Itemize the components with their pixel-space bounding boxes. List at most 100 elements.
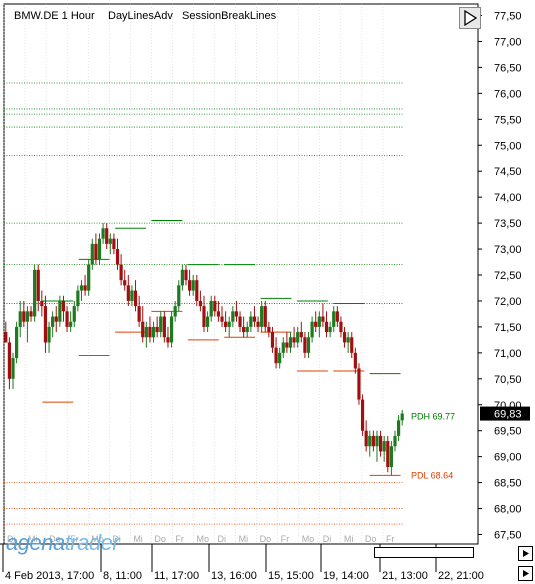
candle-body [281,342,285,353]
candle [133,280,138,312]
candle [252,306,257,327]
candle [54,306,58,333]
candle [18,300,22,338]
candle [173,300,177,322]
price-tick-label: 69,50 [494,426,522,438]
date-label: 19, 14:00 [323,570,369,582]
candle-body [263,306,267,327]
candle-body [33,269,37,317]
candle [119,254,123,286]
candle-body [382,441,386,452]
candle-body [119,264,123,281]
candle-body [267,326,271,333]
candle [389,441,393,476]
collapse-panel-button[interactable] [459,7,481,29]
horizontal-scrollbar[interactable] [374,547,474,558]
candle-body [187,280,192,291]
candle [364,420,368,452]
candle [61,295,66,322]
candle [169,311,174,348]
candle-body [303,337,307,353]
indicator-sessionbreak-label: SessionBreakLines [182,10,277,22]
candle [65,306,69,333]
candle [306,332,311,359]
candle [357,363,361,405]
candle-body [72,306,76,322]
day-label: Mo [91,534,104,544]
candle-body [94,243,98,260]
candle [296,326,300,348]
play-triangle-icon [464,9,478,27]
plot-frame [3,3,479,545]
chart-title: BMW.DE 1 Hour [14,10,95,22]
candle [249,311,253,333]
candle [238,311,242,333]
candle [317,311,321,338]
candle [288,332,293,353]
candle-body [213,300,217,312]
price-tick-label: 68,00 [494,504,522,516]
candle-body [285,342,289,348]
candle [187,269,192,296]
candle-body [234,311,239,317]
candle-body [245,326,249,333]
candle-body [299,332,303,338]
candle-body [173,306,177,317]
candle [148,316,152,343]
candle-body [108,238,112,244]
day-label: Mi [239,534,249,544]
candle [382,435,386,462]
scroll-right-button[interactable] [518,546,533,561]
pdl-label: PDL 68.64 [411,470,453,480]
candle-body [166,337,170,343]
candle [195,275,199,307]
candle-body [227,321,231,327]
price-tick-label: 72,50 [494,270,522,282]
candle [112,233,116,255]
candle [25,306,30,343]
candle-body [389,446,393,468]
day-label: Mi [133,534,143,544]
current-price-box [480,406,530,421]
date-label: 4 Feb 2013, 17:00 [5,570,94,582]
candle-body [90,243,94,265]
candle [115,238,120,270]
candle [227,316,231,338]
candle [51,311,55,338]
candle-body [375,435,379,447]
candle-body [378,435,383,452]
candle [94,233,98,265]
candle [263,300,267,333]
candle [151,321,156,343]
scroll-right-button-2[interactable] [518,566,533,581]
candle-body [396,420,401,436]
candle-body [202,306,206,327]
candle-body [144,326,148,338]
candle-body [18,311,22,327]
candle [4,321,8,343]
candle [144,321,148,348]
candle-body [252,316,257,322]
candle [177,280,181,312]
candle [375,430,379,462]
candle-body [357,368,361,400]
candle [126,275,130,307]
candle-body [195,280,199,301]
indicator-daylines-label: DayLinesAdv [108,10,173,22]
price-tick-label: 72,00 [494,296,522,308]
candle [184,264,188,286]
date-label: 8, 11:00 [103,570,142,582]
candle [83,275,87,296]
price-tick-label: 69,00 [494,452,522,464]
day-label: Fr [70,534,79,544]
day-label: Di [218,534,227,544]
candle-body [87,264,91,291]
candle-body [231,311,235,322]
candle-body [249,316,253,327]
candle-body [386,441,390,468]
candle [285,332,289,353]
candle [76,285,80,312]
candle-body [393,435,397,447]
candle-body [51,316,55,327]
